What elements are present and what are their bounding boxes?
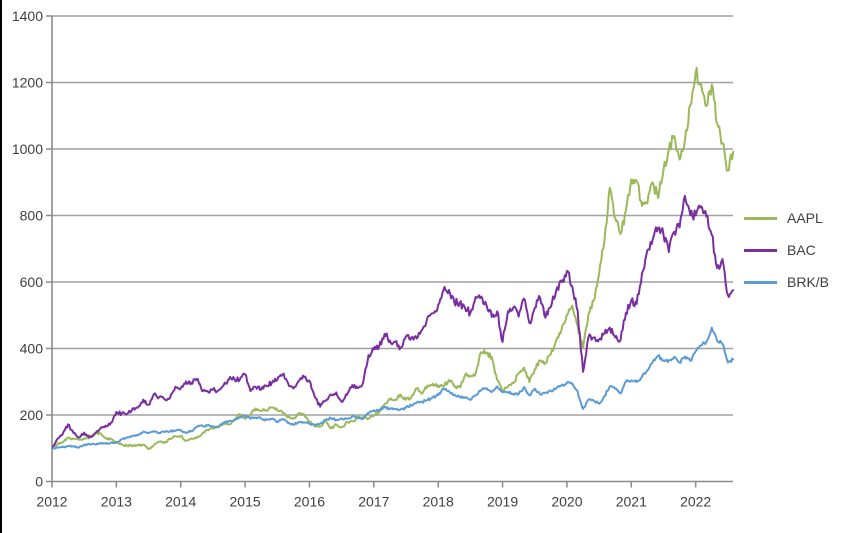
- legend-label-bac: BAC: [787, 242, 816, 258]
- x-axis-label-2015: 2015: [230, 494, 261, 510]
- legend-label-brkb: BRK/B: [787, 274, 830, 290]
- y-axis-label-1200: 1200: [12, 75, 43, 91]
- series-line-BRK-B: [51, 326, 735, 450]
- legend-line-swatch-bac: [744, 248, 777, 252]
- legend-item-aapl: AAPL: [744, 211, 829, 225]
- y-axis-label-1400: 1400: [12, 8, 43, 24]
- x-axis-label-2017: 2017: [358, 494, 389, 510]
- legend-line-swatch-aapl: [744, 216, 777, 220]
- x-axis-label-2013: 2013: [101, 494, 132, 510]
- series-line-BAC: [51, 194, 735, 450]
- x-axis-label-2018: 2018: [423, 494, 454, 510]
- x-axis-label-2022: 2022: [680, 494, 711, 510]
- legend-item-bac: BAC: [744, 243, 829, 257]
- y-axis-label-200: 200: [20, 407, 44, 423]
- legend-label-aapl: AAPL: [787, 210, 823, 226]
- y-axis-label-1000: 1000: [12, 141, 43, 157]
- x-axis-label-2019: 2019: [487, 494, 518, 510]
- chart-legend: AAPL BAC BRK/B: [744, 211, 829, 289]
- y-axis-label-400: 400: [20, 341, 44, 357]
- y-axis-label-0: 0: [35, 474, 43, 490]
- x-axis-label-2021: 2021: [616, 494, 647, 510]
- series-line-AAPL: [51, 66, 735, 451]
- x-axis-label-2014: 2014: [165, 494, 196, 510]
- x-axis-label-2016: 2016: [294, 494, 325, 510]
- legend-line-swatch-brkb: [744, 280, 777, 284]
- legend-item-brkb: BRK/B: [744, 275, 829, 289]
- y-axis-label-800: 800: [20, 208, 44, 224]
- x-axis-label-2020: 2020: [551, 494, 582, 510]
- x-axis-label-2012: 2012: [36, 494, 67, 510]
- screenshot-left-edge: [0, 0, 2, 533]
- y-axis-label-600: 600: [20, 274, 44, 290]
